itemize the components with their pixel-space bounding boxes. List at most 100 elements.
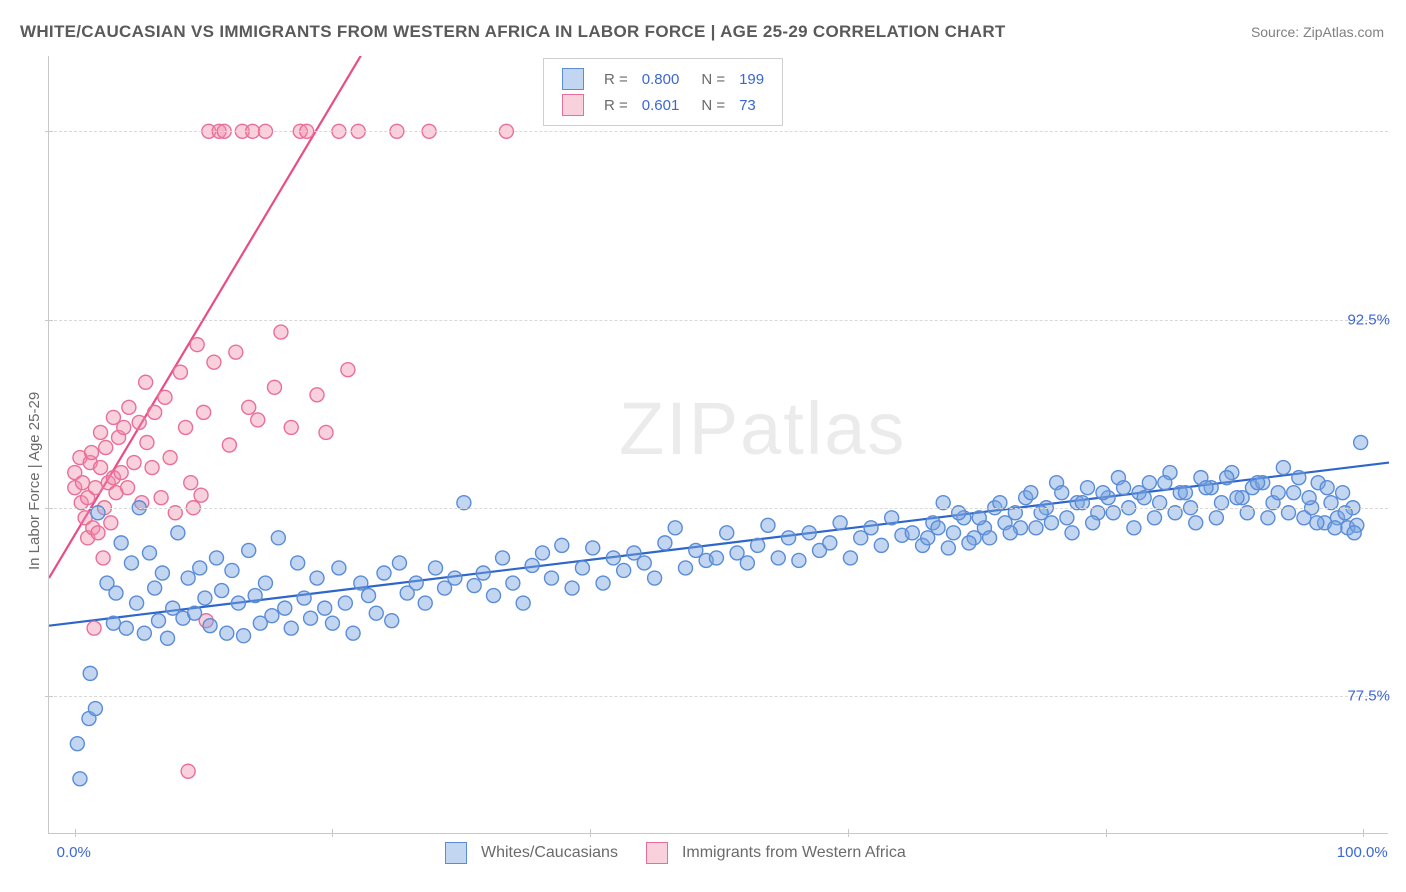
x-tick bbox=[590, 829, 591, 837]
blue-point bbox=[1065, 526, 1079, 540]
blue-point bbox=[1276, 461, 1290, 475]
blue-point bbox=[802, 526, 816, 540]
blue-point bbox=[596, 576, 610, 590]
blue-point bbox=[346, 626, 360, 640]
plot-svg bbox=[49, 56, 1389, 834]
pink-point bbox=[121, 481, 135, 495]
pink-point bbox=[132, 415, 146, 429]
pink-point bbox=[104, 516, 118, 530]
y-tick bbox=[45, 131, 53, 132]
pink-point bbox=[319, 425, 333, 439]
pink-point bbox=[310, 388, 324, 402]
blue-point bbox=[506, 576, 520, 590]
blue-point bbox=[297, 591, 311, 605]
pink-point bbox=[207, 355, 221, 369]
blue-point bbox=[1148, 511, 1162, 525]
gridline bbox=[49, 696, 1388, 697]
blue-point bbox=[338, 596, 352, 610]
x-tick bbox=[332, 829, 333, 837]
pink-point bbox=[190, 338, 204, 352]
blue-point bbox=[109, 586, 123, 600]
blue-point bbox=[181, 571, 195, 585]
blue-point bbox=[377, 566, 391, 580]
pink-point bbox=[197, 405, 211, 419]
blue-point bbox=[161, 631, 175, 645]
blue-point bbox=[606, 551, 620, 565]
x-tick-label: 0.0% bbox=[57, 844, 91, 861]
blue-point bbox=[709, 551, 723, 565]
blue-point bbox=[1158, 476, 1172, 490]
pink-point bbox=[94, 425, 108, 439]
blue-point bbox=[231, 596, 245, 610]
gridline bbox=[49, 508, 1388, 509]
pink-point bbox=[242, 400, 256, 414]
blue-point bbox=[1292, 471, 1306, 485]
pink-point bbox=[91, 526, 105, 540]
blue-point bbox=[1347, 526, 1361, 540]
blue-point bbox=[1127, 521, 1141, 535]
blue-point bbox=[210, 551, 224, 565]
blue-point bbox=[215, 584, 229, 598]
pink-point bbox=[145, 461, 159, 475]
blue-point bbox=[119, 621, 133, 635]
legend-row-pink: R =0.601 N =73 bbox=[556, 93, 770, 117]
blue-point bbox=[220, 626, 234, 640]
chart-title: WHITE/CAUCASIAN VS IMMIGRANTS FROM WESTE… bbox=[20, 22, 1006, 42]
blue-point bbox=[885, 511, 899, 525]
y-tick-label: 92.5% bbox=[1347, 311, 1390, 328]
blue-point bbox=[740, 556, 754, 570]
y-tick bbox=[45, 696, 53, 697]
blue-point bbox=[751, 538, 765, 552]
blue-point bbox=[720, 526, 734, 540]
blue-point bbox=[188, 606, 202, 620]
blue-point bbox=[525, 558, 539, 572]
blue-point bbox=[137, 626, 151, 640]
blue-point bbox=[1209, 511, 1223, 525]
blue-point bbox=[496, 551, 510, 565]
blue-point bbox=[310, 571, 324, 585]
blue-point bbox=[983, 531, 997, 545]
x-tick bbox=[1106, 829, 1107, 837]
y-tick bbox=[45, 508, 53, 509]
pink-point bbox=[222, 438, 236, 452]
pink-point bbox=[85, 446, 99, 460]
blue-point bbox=[278, 601, 292, 615]
blue-point bbox=[1055, 486, 1069, 500]
blue-point bbox=[1302, 491, 1316, 505]
blue-point bbox=[258, 576, 272, 590]
pink-point bbox=[154, 491, 168, 505]
pink-point bbox=[229, 345, 243, 359]
blue-point bbox=[143, 546, 157, 560]
blue-point bbox=[354, 576, 368, 590]
blue-point bbox=[325, 616, 339, 630]
pink-point bbox=[148, 405, 162, 419]
swatch-pink-bottom bbox=[646, 842, 668, 864]
blue-point bbox=[1310, 516, 1324, 530]
blue-point bbox=[962, 536, 976, 550]
blue-point bbox=[1251, 476, 1265, 490]
blue-point bbox=[1320, 481, 1334, 495]
pink-point bbox=[267, 380, 281, 394]
blue-point bbox=[1137, 491, 1151, 505]
blue-point bbox=[148, 581, 162, 595]
gridline bbox=[49, 131, 1388, 132]
blue-point bbox=[1003, 526, 1017, 540]
pink-point bbox=[181, 764, 195, 778]
blue-point bbox=[392, 556, 406, 570]
pink-point bbox=[127, 456, 141, 470]
pink-point bbox=[88, 481, 102, 495]
blue-point bbox=[823, 536, 837, 550]
blue-point bbox=[83, 666, 97, 680]
blue-point bbox=[1117, 481, 1131, 495]
y-tick bbox=[45, 320, 53, 321]
blue-point bbox=[761, 518, 775, 532]
swatch-blue bbox=[562, 68, 584, 90]
blue-point bbox=[155, 566, 169, 580]
legend-item-blue: Whites/Caucasians bbox=[445, 842, 618, 864]
blue-point bbox=[114, 536, 128, 550]
blue-point bbox=[874, 538, 888, 552]
pink-point bbox=[122, 400, 136, 414]
pink-point bbox=[194, 488, 208, 502]
blue-point bbox=[648, 571, 662, 585]
blue-point bbox=[1178, 486, 1192, 500]
